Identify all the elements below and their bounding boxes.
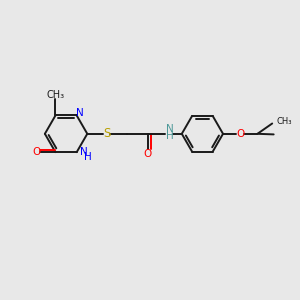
Text: CH₃: CH₃ <box>46 90 64 100</box>
Text: N: N <box>166 124 173 134</box>
Text: O: O <box>144 149 152 159</box>
Text: O: O <box>32 147 40 157</box>
Text: N: N <box>76 108 83 118</box>
Text: H: H <box>166 131 173 141</box>
Text: O: O <box>236 129 244 139</box>
Text: N: N <box>80 147 88 157</box>
Text: H: H <box>84 152 92 163</box>
Text: S: S <box>103 127 110 140</box>
Text: CH₃: CH₃ <box>277 117 292 126</box>
